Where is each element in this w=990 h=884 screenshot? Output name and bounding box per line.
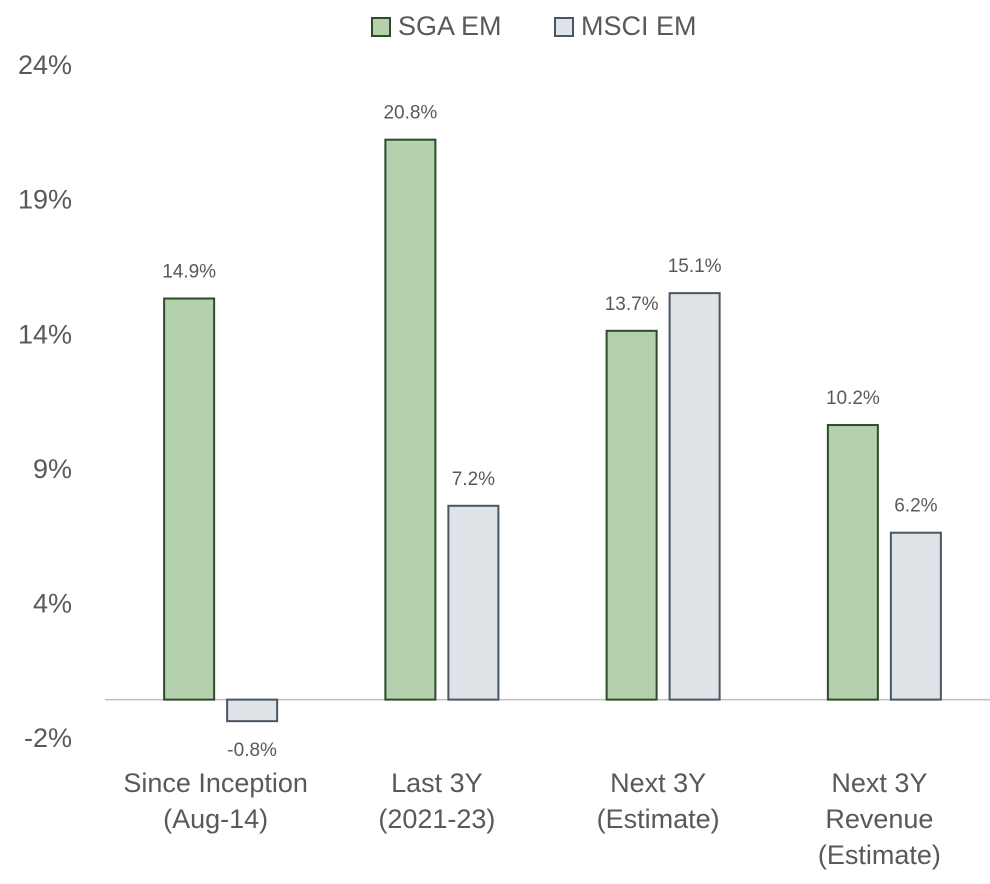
data-label: 6.2%: [894, 496, 937, 517]
bar: [605, 329, 658, 701]
bar: [668, 292, 721, 701]
legend-label: MSCI EM: [581, 11, 697, 41]
bar: [826, 424, 879, 701]
bar: [384, 138, 437, 701]
x-tick-label: Since Inception: [123, 768, 308, 798]
y-tick-label: 9%: [33, 454, 72, 484]
x-tick-label: Next 3Y: [610, 768, 706, 798]
x-tick-label: Revenue: [825, 804, 933, 834]
legend-swatch: [554, 17, 574, 37]
x-tick-label: (Estimate): [818, 840, 941, 870]
x-tick-label: Next 3Y: [831, 768, 927, 798]
bar: [163, 297, 216, 701]
y-tick-label: -2%: [24, 723, 72, 753]
x-tick-label: (2021-23): [378, 804, 495, 834]
data-label: -0.8%: [227, 740, 277, 761]
data-label: 15.1%: [668, 256, 722, 277]
x-tick-label: Last 3Y: [391, 768, 483, 798]
y-tick-label: 24%: [18, 50, 72, 80]
y-tick-label: 14%: [18, 319, 72, 349]
y-tick-label: 19%: [18, 185, 72, 215]
data-label: 10.2%: [826, 388, 880, 409]
x-tick-label: (Aug-14): [163, 804, 268, 834]
legend-swatch: [371, 17, 391, 37]
y-tick-label: 4%: [33, 589, 72, 619]
bar: [447, 504, 500, 701]
bar: [889, 531, 942, 701]
legend-label: SGA EM: [398, 11, 502, 41]
data-label: 20.8%: [383, 103, 437, 124]
data-label: 14.9%: [162, 262, 216, 283]
bar: [226, 698, 279, 723]
x-tick-label: (Estimate): [597, 804, 720, 834]
data-label: 13.7%: [605, 294, 659, 315]
data-label: 7.2%: [452, 469, 495, 490]
